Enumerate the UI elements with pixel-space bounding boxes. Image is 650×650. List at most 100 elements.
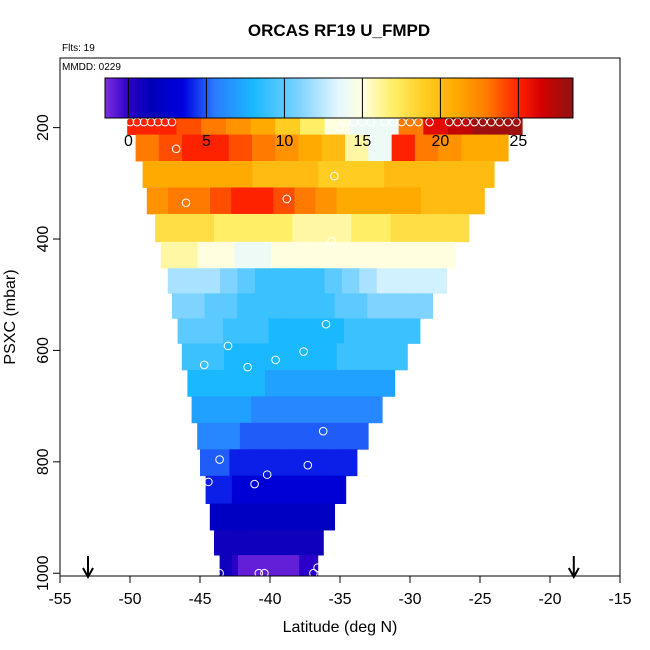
colorbar-segment [571, 78, 574, 118]
colorbar-segment [487, 78, 490, 118]
heat-cell [209, 343, 225, 371]
direction-arrows [82, 556, 580, 580]
heat-cell [181, 343, 197, 371]
heat-cell [436, 241, 456, 269]
heat-cell [406, 161, 429, 188]
colorbar-segment [219, 78, 222, 118]
heat-cell [239, 369, 253, 397]
x-tick-label: -20 [538, 591, 561, 608]
heat-cell [321, 134, 346, 162]
colorbar-segment [289, 78, 292, 118]
colorbar-segment [353, 78, 356, 118]
colorbar-tick-label: 25 [510, 133, 528, 150]
heat-cell [293, 422, 305, 450]
data-point [335, 123, 345, 132]
colorbar-segment [365, 78, 368, 118]
colorbar-segment [491, 78, 494, 118]
data-point [250, 479, 259, 489]
heat-cell [227, 530, 236, 556]
heat-cell [390, 213, 411, 243]
heat-cell [346, 422, 358, 450]
heat-cell [318, 503, 328, 531]
heat-cell [205, 475, 215, 504]
colorbar-segment [427, 78, 430, 118]
heat-cell [334, 396, 347, 424]
colorbar-tick-label: 5 [202, 133, 211, 150]
heat-cell [322, 396, 335, 424]
heat-cell [309, 530, 317, 556]
colorbar-segment [313, 78, 316, 118]
colorbar-segment [385, 78, 388, 118]
heat-cell [217, 503, 226, 531]
colorbar-segment [263, 78, 266, 118]
colorbar-segment [265, 78, 268, 118]
data-point [171, 144, 181, 154]
colorbar-segment [187, 78, 190, 118]
colorbar-segment [197, 78, 200, 118]
colorbar-segment [397, 78, 400, 118]
heat-cell [209, 449, 221, 477]
colorbar-segment [417, 78, 420, 118]
colorbar-segment [247, 78, 250, 118]
heat-cell [215, 241, 235, 269]
heat-cell [310, 475, 320, 504]
colorbar-tick-label: 10 [276, 133, 294, 150]
x-tick-label: -45 [188, 591, 211, 608]
colorbar-segment [411, 78, 414, 118]
heat-cell [225, 555, 233, 577]
colorbar-segment [109, 78, 112, 118]
heat-cell [239, 422, 252, 450]
heat-cell [359, 318, 375, 344]
heat-cell [192, 318, 209, 344]
heat-cell [286, 396, 300, 424]
data-point [211, 568, 220, 578]
heat-cell [231, 555, 239, 577]
colorbar-segment [211, 78, 214, 118]
colorbar-segment [143, 78, 146, 118]
colorbar-segment [499, 78, 502, 118]
colorbar-segment [547, 78, 550, 118]
colorbar-segment [497, 78, 500, 118]
colorbar-segment [233, 78, 236, 118]
colorbar-segment [389, 78, 392, 118]
heat-cell [393, 343, 408, 371]
data-point [303, 460, 313, 470]
heat-cell [252, 369, 266, 397]
heat-cell [220, 268, 239, 294]
colorbar-segment [503, 78, 506, 118]
heat-cell [229, 449, 240, 477]
x-axis-label: Latitude (deg N) [283, 619, 398, 636]
heat-cell [155, 213, 176, 243]
colorbar-segment [363, 78, 366, 118]
heat-cell [252, 161, 275, 188]
colorbar-segment [351, 78, 354, 118]
colorbar-segment [257, 78, 260, 118]
heat-cell [289, 241, 309, 269]
heat-cell [167, 187, 190, 215]
heat-cell [268, 530, 277, 556]
colorbar-segment [553, 78, 556, 118]
heat-cell [275, 134, 300, 162]
colorbar-segment [443, 78, 446, 118]
heat-cell [295, 530, 304, 556]
data-cells [127, 109, 523, 577]
heat-cell [317, 449, 328, 477]
colorbar-segment [281, 78, 284, 118]
heat-cell [411, 268, 430, 294]
heat-cell [310, 396, 324, 424]
colorbar-segment [395, 78, 398, 118]
data-point [309, 568, 318, 578]
heat-cell [351, 213, 372, 243]
heat-cell [326, 241, 346, 269]
heat-cell [223, 318, 239, 344]
colorbar-segment [203, 78, 206, 118]
heat-cell [266, 475, 277, 504]
heat-cell [194, 213, 215, 243]
x-tick-label: -25 [468, 591, 491, 608]
heat-cell [357, 422, 369, 450]
colorbar-segment [107, 78, 110, 118]
x-tick-label: -15 [608, 591, 631, 608]
heat-cell [226, 369, 240, 397]
data-point [318, 426, 328, 436]
heat-cell [345, 134, 369, 162]
